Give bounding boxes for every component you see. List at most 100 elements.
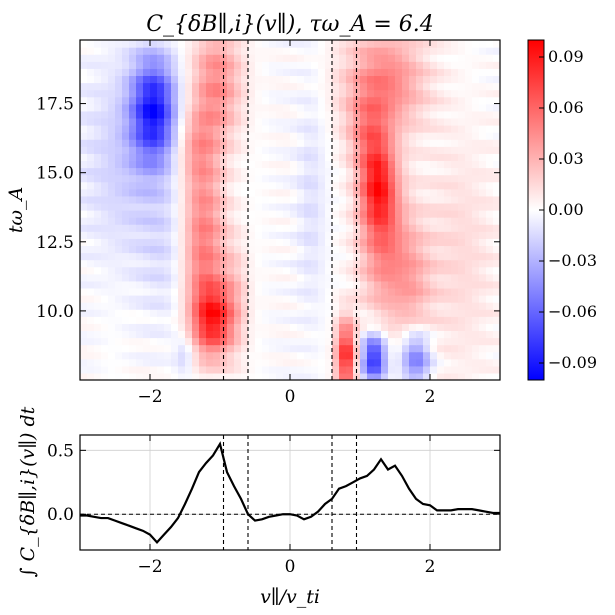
heatmap-cell: [192, 217, 200, 225]
heatmap-cell: [206, 195, 214, 204]
heatmap-cell: [136, 195, 144, 204]
heatmap-cell: [87, 238, 95, 247]
heatmap-cell: [297, 372, 305, 380]
heatmap-cell: [108, 146, 116, 154]
heatmap-cell: [297, 160, 305, 169]
heatmap-cell: [213, 68, 221, 77]
heatmap-cell: [171, 174, 179, 183]
heatmap-cell: [304, 125, 312, 133]
heatmap-cell: [360, 167, 368, 176]
heatmap-cell: [339, 266, 347, 275]
heatmap-cell: [255, 132, 263, 140]
heatmap-cell: [283, 160, 291, 169]
heatmap-cell: [458, 181, 466, 190]
heatmap-cell: [269, 365, 277, 374]
heatmap-cell: [423, 139, 431, 147]
heatmap-cell: [346, 188, 354, 197]
heatmap-cell: [437, 117, 445, 126]
heatmap-cell: [444, 146, 452, 154]
heatmap-cell: [269, 153, 277, 162]
heatmap-cell: [192, 344, 200, 353]
heatmap-cell: [381, 287, 389, 296]
heatmap-cell: [360, 110, 368, 119]
heatmap-cell: [472, 125, 480, 133]
heatmap-cell: [402, 181, 410, 190]
heatmap-cell: [451, 188, 459, 197]
heatmap-cell: [402, 302, 410, 310]
heatmap-cell: [486, 202, 494, 211]
heatmap-cell: [374, 309, 382, 317]
heatmap-cell: [493, 174, 500, 183]
heatmap-cell: [80, 47, 88, 55]
heatmap-cell: [479, 365, 487, 374]
heatmap-cell: [87, 75, 95, 84]
heatmap-cell: [122, 153, 130, 162]
heatmap-cell: [192, 181, 200, 190]
heatmap-cell: [115, 181, 123, 190]
heatmap-cell: [297, 210, 305, 218]
heatmap-cell: [283, 280, 291, 289]
heatmap-cell: [80, 266, 88, 275]
heatmap-cell: [353, 238, 361, 247]
heatmap-cell: [360, 351, 368, 360]
heatmap-cell: [185, 245, 193, 254]
heatmap-cell: [409, 302, 417, 310]
heatmap-cell: [395, 252, 403, 261]
heatmap-cell: [360, 125, 368, 133]
heatmap-cell: [80, 202, 88, 211]
heatmap-cell: [178, 125, 186, 133]
heatmap-cell: [332, 330, 340, 339]
heatmap-cell: [332, 146, 340, 154]
heatmap-cell: [311, 351, 319, 360]
heatmap-cell: [367, 202, 375, 211]
heatmap-cell: [346, 167, 354, 176]
line-ytick-label: 0.0: [47, 505, 74, 525]
heatmap-cell: [360, 252, 368, 261]
heatmap-cell: [325, 132, 333, 140]
heatmap-cell: [339, 344, 347, 353]
heatmap-cell: [416, 96, 424, 105]
heatmap-cell: [192, 89, 200, 98]
heatmap-cell: [346, 54, 354, 62]
heatmap-cell: [311, 273, 319, 282]
heatmap-cell: [339, 252, 347, 261]
heatmap-cell: [269, 295, 277, 303]
heatmap-cell: [276, 280, 284, 289]
heatmap-cell: [395, 174, 403, 183]
heatmap-cell: [269, 125, 277, 133]
heatmap-cell: [325, 195, 333, 204]
heatmap-cell: [213, 202, 221, 211]
heatmap-cell: [283, 358, 291, 367]
heatmap-cell: [360, 302, 368, 310]
heatmap-cell: [493, 266, 500, 275]
colorbar-tick-label: 0.03: [548, 149, 584, 168]
heatmap-cell: [318, 302, 326, 310]
heatmap-cell: [171, 188, 179, 197]
heatmap-cell: [388, 188, 396, 197]
heatmap-cell: [283, 181, 291, 190]
heatmap-cell: [129, 181, 137, 190]
heatmap-cell: [178, 96, 186, 105]
heatmap-cell: [157, 174, 165, 183]
heatmap-cell: [325, 323, 333, 332]
heatmap-cell: [283, 54, 291, 62]
heatmap-cell: [283, 323, 291, 332]
heatmap-cell: [486, 330, 494, 339]
heatmap-cell: [430, 266, 438, 275]
heatmap-cell: [318, 195, 326, 204]
heatmap-cell: [388, 146, 396, 154]
heatmap-cell: [451, 68, 459, 77]
heatmap-cell: [304, 323, 312, 332]
heatmap-cell: [87, 210, 95, 218]
heatmap-cell: [213, 89, 221, 98]
heatmap-cell: [234, 40, 242, 48]
heatmap-cell: [311, 125, 319, 133]
heatmap-cell: [94, 75, 102, 84]
heatmap-cell: [255, 252, 263, 261]
heatmap-cell: [290, 89, 298, 98]
heatmap-cell: [262, 266, 270, 275]
heatmap-cell: [213, 309, 221, 317]
heatmap-cell: [227, 372, 235, 380]
heatmap-cell: [402, 96, 410, 105]
heatmap-cell: [311, 266, 319, 275]
